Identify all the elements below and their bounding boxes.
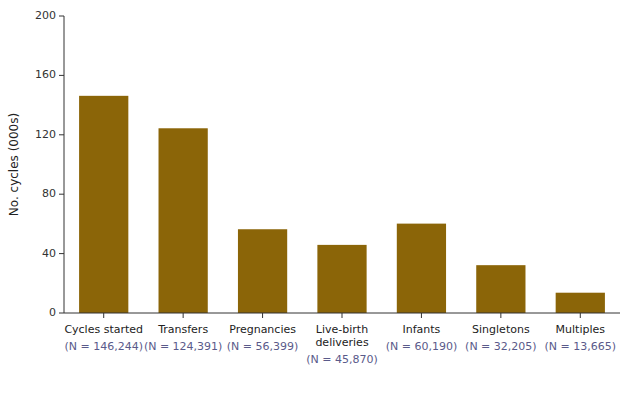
bar [397,224,446,313]
x-tick-label: Live-birthdeliveries(N = 45,870) [306,323,378,366]
bar [159,128,208,313]
y-tick [59,134,64,135]
x-tick-label: Pregnancies(N = 56,399) [227,323,299,353]
x-axis: Cycles started(N = 146,244)Transfers(N =… [64,313,620,366]
bar [79,96,128,313]
bar [317,245,366,313]
x-tick [183,313,184,318]
y-axis: 0 40 80 120 160 200 [35,9,64,319]
y-tick-label: 0 [49,306,56,319]
bars [79,96,605,313]
y-tick [59,16,64,17]
x-tick [421,313,422,318]
y-tick [59,253,64,254]
bar [556,293,605,313]
x-tick [103,313,104,318]
y-tick-label: 200 [35,9,56,22]
chart: 0 40 80 120 160 200 No. cycles (000s) Cycles st… [0,0,636,405]
x-tick-label: Cycles started(N = 146,244) [64,323,143,353]
y-tick-label: 40 [42,247,56,260]
x-tick-label: Multiples(N = 13,665) [545,323,617,353]
x-tick [500,313,501,318]
y-axis-label: No. cycles (000s) [7,113,21,216]
y-tick-label: 120 [35,128,56,141]
y-axis-line [64,16,65,313]
bar [476,265,525,313]
x-tick-label: Infants(N = 60,190) [386,323,458,353]
x-tick-label: Singletons(N = 32,205) [465,323,537,353]
y-tick [59,313,64,314]
bar [238,229,287,313]
x-tick [262,313,263,318]
y-tick-label: 80 [42,187,56,200]
x-tick [342,313,343,318]
x-tick-label: Transfers(N = 124,391) [144,323,223,353]
y-tick [59,75,64,76]
y-tick [59,194,64,195]
x-tick [580,313,581,318]
y-tick-label: 160 [35,68,56,81]
